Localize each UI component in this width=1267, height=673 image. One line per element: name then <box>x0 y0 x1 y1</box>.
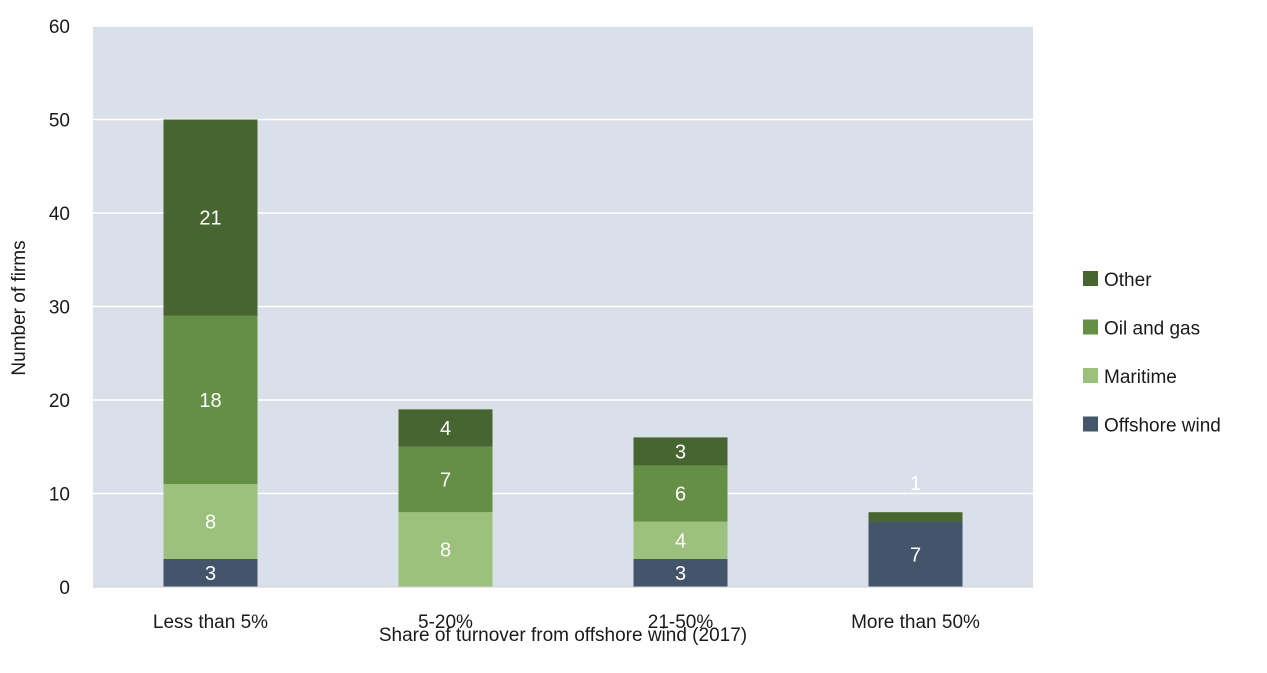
x-axis-ticks: Less than 5% 5-20% 21-50% More than 50% <box>153 612 980 633</box>
y-tick-label: 20 <box>49 391 70 412</box>
data-label: 4 <box>440 418 451 440</box>
data-label: 7 <box>910 544 921 566</box>
legend-swatch <box>1083 416 1098 432</box>
bar-segment <box>398 512 493 587</box>
data-label: 3 <box>675 563 686 585</box>
y-tick-label: 0 <box>59 578 70 599</box>
data-label: 6 <box>675 484 686 506</box>
data-label: 8 <box>440 540 451 562</box>
x-tick-label: More than 50% <box>851 612 980 633</box>
data-label: 3 <box>675 441 686 463</box>
bar-segment <box>633 465 728 522</box>
x-tick-label: 5-20% <box>418 612 473 633</box>
y-tick-label: 30 <box>49 298 70 319</box>
bar-segment <box>633 521 728 559</box>
y-axis-ticks: 0 10 20 30 40 50 60 <box>49 17 70 599</box>
x-axis-title: Share of turnover from offshore wind (20… <box>379 625 747 646</box>
y-tick-label: 10 <box>49 485 70 506</box>
data-label: 8 <box>205 512 216 534</box>
data-labels: 3 8 18 21 8 7 4 3 4 6 3 7 1 <box>199 208 921 585</box>
bar-segment <box>633 558 728 587</box>
bar-segment <box>868 521 963 587</box>
bar-segment <box>398 446 493 513</box>
y-tick-label: 60 <box>49 17 70 38</box>
data-label: 4 <box>675 530 686 552</box>
data-label: 18 <box>199 390 221 412</box>
bar-segment <box>163 484 258 559</box>
legend-swatch <box>1083 368 1098 383</box>
legend-label: Offshore wind <box>1104 416 1221 437</box>
bar-segment <box>633 437 728 466</box>
legend: Other Oil and gas Maritime Offshore wind <box>1083 270 1221 437</box>
legend-label: Maritime <box>1104 367 1177 388</box>
bar-segment <box>868 512 963 522</box>
x-tick-label: 21-50% <box>648 612 714 633</box>
legend-swatch <box>1083 271 1098 286</box>
y-tick-label: 50 <box>49 111 70 132</box>
bar-segment <box>398 409 493 447</box>
bars <box>93 119 1033 588</box>
data-label: 21 <box>199 208 221 230</box>
y-tick-label: 40 <box>49 204 70 225</box>
x-tick-label: Less than 5% <box>153 612 268 633</box>
legend-swatch <box>1083 319 1098 335</box>
y-axis-title: Number of firms <box>9 240 30 375</box>
data-label: 1 <box>910 473 921 495</box>
bar-segment <box>163 119 258 316</box>
legend-label: Oil and gas <box>1104 319 1200 340</box>
legend-label: Other <box>1104 270 1152 291</box>
data-label: 3 <box>205 563 216 585</box>
bar-segment <box>163 315 258 485</box>
data-label: 7 <box>440 469 451 491</box>
bar-segment <box>163 558 258 587</box>
